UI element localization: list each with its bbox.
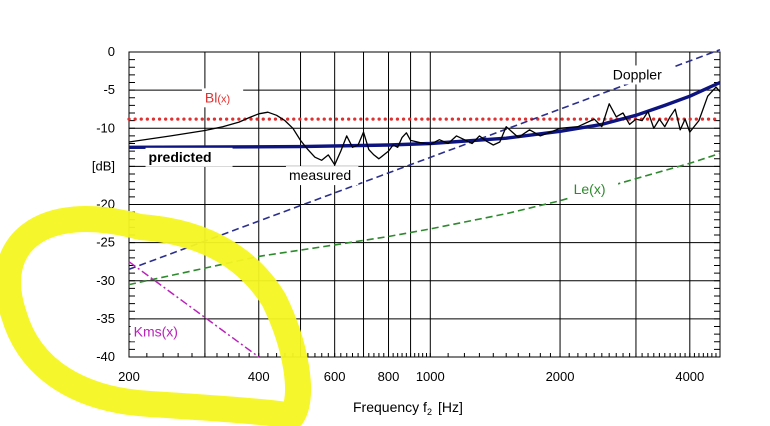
- y-tick-label: -35: [96, 311, 115, 326]
- x-tick-label: 4000: [675, 369, 704, 384]
- series-label-background: [285, 166, 359, 186]
- grid-lines: [128, 51, 721, 358]
- series-line-predicted: [128, 80, 721, 149]
- series-label-background: [201, 88, 244, 108]
- series-label-bl-x: Bl(x): [205, 89, 230, 105]
- series-line-doppler: [128, 48, 721, 271]
- series-label-background: [609, 65, 674, 85]
- x-tick-label: 400: [248, 369, 270, 384]
- series-line-le-x: [128, 152, 721, 286]
- yellow-highlight-scribble: [0, 206, 311, 426]
- y-tick-label: [dB]: [92, 158, 115, 173]
- series-label-predicted: predicted: [149, 149, 212, 165]
- series-line-measured: [128, 86, 721, 166]
- y-tick-label: -30: [96, 273, 115, 288]
- x-axis-label: Frequency f2 [Hz]: [353, 399, 463, 417]
- series-label-kms-x: Kms(x): [134, 323, 178, 339]
- y-tick-label: -40: [96, 349, 115, 364]
- series-label-measured: measured: [289, 167, 351, 183]
- x-tick-label: 1000: [416, 369, 445, 384]
- x-tick-label: 600: [324, 369, 346, 384]
- series-label-background: [145, 147, 233, 167]
- y-tick-label: 0: [108, 44, 115, 59]
- series-label-le-x: Le(x): [574, 181, 606, 197]
- series-labels: Bl(x) Doppler Le(x) Kms(x) predicted measured: [130, 65, 674, 342]
- x-tick-label: 200: [118, 369, 140, 384]
- plot-series: [127, 48, 722, 358]
- series-label-doppler: Doppler: [613, 66, 662, 82]
- x-tick-label: 2000: [546, 369, 575, 384]
- series-label-background: [130, 322, 187, 342]
- y-tick-label: -25: [96, 235, 115, 250]
- series-line-kms-x: [128, 261, 260, 358]
- y-tick-label: -5: [103, 82, 115, 97]
- x-tick-label: 800: [378, 369, 400, 384]
- series-label-background: [570, 179, 619, 199]
- y-tick-label: -10: [96, 120, 115, 135]
